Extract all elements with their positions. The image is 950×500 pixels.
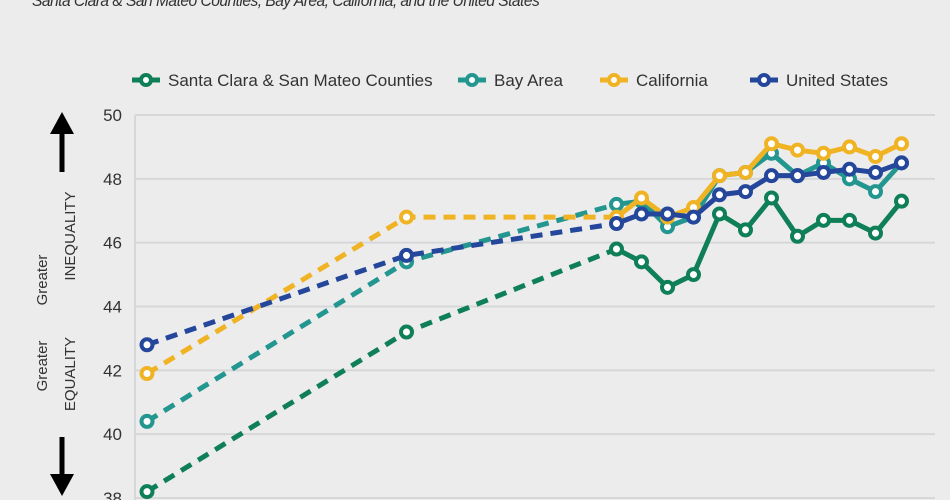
y-tick-label: 46 bbox=[103, 234, 122, 253]
legend-item: United States bbox=[750, 71, 888, 90]
legend-label: United States bbox=[786, 71, 888, 90]
data-point bbox=[868, 148, 883, 164]
data-point bbox=[738, 184, 753, 200]
equality-label-line2: EQUALITY bbox=[62, 337, 79, 411]
data-point bbox=[842, 139, 857, 155]
data-point bbox=[712, 187, 727, 203]
inequality-label-line2: INEQUALITY bbox=[62, 191, 79, 280]
legend-item: Santa Clara & San Mateo Counties bbox=[132, 71, 433, 90]
series-united-states bbox=[139, 155, 909, 353]
data-point bbox=[399, 209, 414, 225]
data-point bbox=[634, 254, 649, 270]
legend-marker bbox=[139, 73, 153, 87]
data-point bbox=[764, 190, 779, 206]
y-tick-label: 44 bbox=[103, 298, 122, 317]
data-point bbox=[894, 136, 909, 152]
series-santa-clara-san-mateo-counties bbox=[139, 190, 909, 500]
data-point bbox=[139, 337, 155, 353]
data-point bbox=[842, 212, 857, 228]
data-point bbox=[764, 136, 779, 152]
data-point bbox=[609, 241, 624, 257]
data-point bbox=[686, 209, 701, 225]
series-line-dashed bbox=[145, 214, 617, 376]
y-axis-ticks: 50 48 46 44 42 40 38 bbox=[103, 106, 122, 500]
data-point bbox=[894, 193, 909, 209]
legend-item: Bay Area bbox=[458, 71, 564, 90]
arrow-up-icon bbox=[50, 112, 74, 134]
data-point bbox=[816, 145, 831, 161]
y-annotations: Greater INEQUALITY Greater EQUALITY bbox=[34, 112, 79, 496]
data-point bbox=[660, 279, 675, 295]
legend-item: California bbox=[600, 71, 708, 90]
y-tick-label: 48 bbox=[103, 170, 122, 189]
series-lines bbox=[139, 136, 909, 500]
data-point bbox=[139, 484, 155, 500]
data-point bbox=[816, 164, 831, 180]
y-tick-label: 40 bbox=[103, 425, 122, 444]
data-point bbox=[738, 222, 753, 238]
data-point bbox=[712, 206, 727, 222]
inequality-label-line1: Greater bbox=[34, 255, 51, 306]
legend-marker bbox=[757, 73, 771, 87]
series-line-dashed bbox=[145, 201, 618, 424]
data-point bbox=[842, 161, 857, 177]
legend-marker bbox=[607, 73, 621, 87]
equality-label-line1: Greater bbox=[34, 341, 51, 392]
data-point bbox=[894, 155, 909, 171]
data-point bbox=[139, 366, 155, 382]
data-point bbox=[790, 168, 805, 184]
data-point bbox=[634, 190, 649, 206]
data-point bbox=[660, 206, 675, 222]
data-point bbox=[139, 413, 155, 429]
legend: Santa Clara & San Mateo Counties Bay Area… bbox=[132, 71, 888, 90]
data-point bbox=[634, 206, 649, 222]
data-point bbox=[609, 196, 624, 212]
data-point bbox=[868, 164, 883, 180]
y-tick-label: 38 bbox=[103, 489, 122, 500]
data-point bbox=[764, 168, 779, 184]
data-point bbox=[712, 168, 727, 184]
data-point bbox=[790, 142, 805, 158]
data-point bbox=[399, 247, 414, 263]
legend-label: California bbox=[636, 71, 708, 90]
data-point bbox=[816, 212, 831, 228]
arrow-down-icon bbox=[50, 474, 74, 496]
data-point bbox=[399, 324, 414, 340]
data-point bbox=[686, 267, 701, 283]
y-tick-label: 42 bbox=[103, 361, 122, 380]
y-tick-label: 50 bbox=[103, 106, 122, 125]
legend-label: Bay Area bbox=[494, 71, 564, 90]
data-point bbox=[738, 164, 753, 180]
data-point bbox=[790, 228, 805, 244]
data-point bbox=[868, 184, 883, 200]
legend-marker bbox=[465, 73, 479, 87]
data-point bbox=[609, 216, 624, 232]
series-line-dashed bbox=[146, 221, 617, 348]
legend-label: Santa Clara & San Mateo Counties bbox=[168, 71, 433, 90]
chart-subtitle: Santa Clara & San Mateo Counties, Bay Ar… bbox=[32, 0, 540, 10]
data-point bbox=[868, 225, 883, 241]
